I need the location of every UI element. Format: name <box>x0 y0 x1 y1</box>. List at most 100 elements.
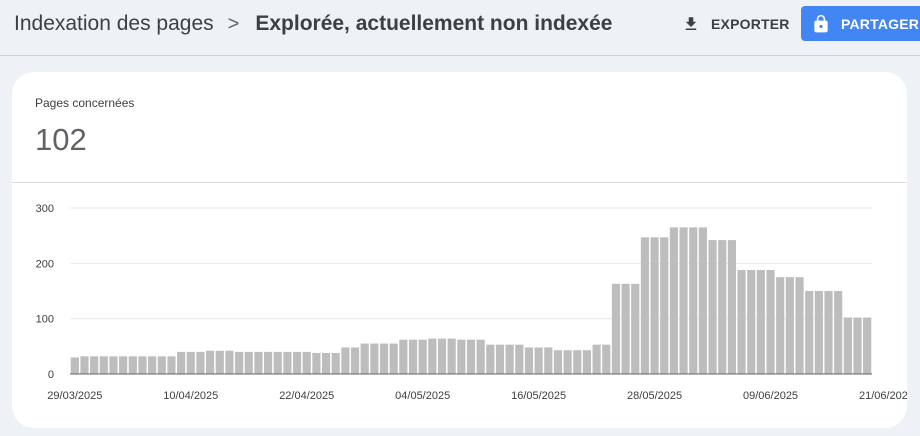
chart-bar[interactable] <box>457 339 466 374</box>
chart-bar[interactable] <box>254 351 263 374</box>
breadcrumb-link-page-indexing[interactable]: Indexation des pages <box>14 12 214 35</box>
x-tick-label: 04/05/2025 <box>395 390 450 402</box>
chart-bar[interactable] <box>795 277 804 374</box>
chart-bar[interactable] <box>119 356 128 374</box>
chart-bar[interactable] <box>718 240 727 374</box>
chart-bar[interactable] <box>399 339 408 374</box>
chart-bar[interactable] <box>389 343 398 374</box>
chart-bar[interactable] <box>853 317 862 374</box>
chart-bar[interactable] <box>834 291 843 374</box>
chart-bar[interactable] <box>428 338 437 374</box>
export-button-label: EXPORTER <box>711 16 790 32</box>
chart-bar[interactable] <box>689 227 698 374</box>
chart-bar[interactable] <box>447 338 456 374</box>
chart-bar[interactable] <box>737 269 746 374</box>
chart-bar[interactable] <box>99 356 108 374</box>
chart-bar[interactable] <box>186 351 195 374</box>
chart-bar[interactable] <box>679 227 688 374</box>
x-tick-label: 10/04/2025 <box>163 390 218 402</box>
chart-bar[interactable] <box>631 283 640 374</box>
y-tick-label: 200 <box>36 258 54 270</box>
chart-bar[interactable] <box>843 317 852 374</box>
x-tick-label: 28/05/2025 <box>627 390 682 402</box>
chart-bar[interactable] <box>167 356 176 374</box>
chart-bar[interactable] <box>660 237 669 374</box>
chart-bar[interactable] <box>602 344 611 374</box>
chart-bar[interactable] <box>486 344 495 374</box>
chart-bar[interactable] <box>157 356 166 374</box>
chart-bar[interactable] <box>708 240 717 374</box>
chart-bar[interactable] <box>650 237 659 374</box>
chart-bar[interactable] <box>177 351 186 374</box>
chart-bar[interactable] <box>824 291 833 374</box>
chart-bar[interactable] <box>225 350 234 374</box>
metric-label: Pages concernées <box>35 96 135 110</box>
chart-bar[interactable] <box>592 344 601 374</box>
chart-bar[interactable] <box>776 277 785 374</box>
breadcrumb: Indexation des pages > Explorée, actuell… <box>14 12 612 36</box>
chart-bar[interactable] <box>621 283 630 374</box>
chart-bar[interactable] <box>573 350 582 374</box>
chart-bar[interactable] <box>244 351 253 374</box>
chart-bar[interactable] <box>283 351 292 374</box>
x-tick-label: 16/05/2025 <box>511 390 566 402</box>
chart-bar[interactable] <box>747 269 756 374</box>
chart-bar[interactable] <box>495 344 505 374</box>
chart-bar[interactable] <box>766 269 775 374</box>
chart-bar[interactable] <box>148 356 157 374</box>
export-button[interactable]: EXPORTER <box>682 10 790 38</box>
chart-bar[interactable] <box>563 350 572 374</box>
chart-bar[interactable] <box>206 350 215 374</box>
chart-bar[interactable] <box>756 269 765 374</box>
share-button[interactable]: PARTAGER <box>801 6 920 41</box>
chart-bar[interactable] <box>331 352 340 374</box>
chart-bar[interactable] <box>814 291 823 374</box>
share-button-label: PARTAGER <box>841 15 920 32</box>
chart-bar[interactable] <box>669 227 678 374</box>
chart-bar[interactable] <box>292 351 302 374</box>
chart-bar[interactable] <box>138 356 147 374</box>
chart-bar[interactable] <box>128 356 137 374</box>
chart-bar[interactable] <box>370 343 379 374</box>
chart-bar[interactable] <box>640 237 650 374</box>
chart-bar[interactable] <box>727 240 736 374</box>
chart-bar[interactable] <box>312 352 321 374</box>
chart-bar[interactable] <box>785 277 794 374</box>
x-tick-label: 21/06/2025 <box>859 390 907 402</box>
chart-bar[interactable] <box>515 344 524 374</box>
chart-bar[interactable] <box>235 351 244 374</box>
chart-bar[interactable] <box>505 344 514 374</box>
affected-pages-card: Pages concernées 102 0 100 200 300 29/03/202… <box>12 72 907 428</box>
chart-bar[interactable] <box>215 350 224 374</box>
chart-bar[interactable] <box>321 352 331 374</box>
chart-bar[interactable] <box>553 350 563 374</box>
chart-bar[interactable] <box>273 351 282 374</box>
chart-bar[interactable] <box>534 347 543 374</box>
chart-bar[interactable] <box>341 347 350 374</box>
chart-bar[interactable] <box>408 339 418 374</box>
chart-bar[interactable] <box>302 351 311 374</box>
chart-bar[interactable] <box>698 227 707 374</box>
chart-bar[interactable] <box>379 343 389 374</box>
x-tick-label: 09/06/2025 <box>743 390 798 402</box>
chart-bar[interactable] <box>196 351 205 374</box>
chart-bar[interactable] <box>466 339 476 374</box>
breadcrumb-separator: > <box>227 12 240 35</box>
chart-bar[interactable] <box>582 350 592 374</box>
chart-bar[interactable] <box>437 338 447 374</box>
chart-bar[interactable] <box>476 339 485 374</box>
header-bar: Indexation des pages > Explorée, actuell… <box>0 0 920 56</box>
chart-bar[interactable] <box>360 343 369 374</box>
chart-bar[interactable] <box>70 357 79 374</box>
chart-bar[interactable] <box>90 356 99 374</box>
chart-bar[interactable] <box>863 317 872 374</box>
chart-bar[interactable] <box>544 347 553 374</box>
chart-bar[interactable] <box>80 356 89 374</box>
chart-bar[interactable] <box>350 347 360 374</box>
chart-bar[interactable] <box>524 347 534 374</box>
chart-bar[interactable] <box>109 356 118 374</box>
chart-bar[interactable] <box>611 283 621 374</box>
chart-bar[interactable] <box>418 339 427 374</box>
chart-bar[interactable] <box>264 351 273 374</box>
chart-bar[interactable] <box>805 291 814 374</box>
